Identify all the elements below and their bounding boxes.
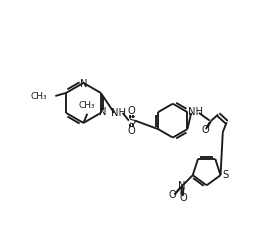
Text: N: N: [99, 107, 107, 117]
Text: O: O: [169, 190, 177, 200]
Text: O: O: [201, 125, 209, 135]
Text: CH₃: CH₃: [31, 92, 48, 101]
Text: N: N: [80, 79, 88, 89]
Text: S: S: [223, 170, 229, 180]
Text: N: N: [178, 181, 186, 191]
Text: NH: NH: [188, 107, 203, 117]
Text: NH: NH: [111, 108, 126, 118]
Text: O: O: [127, 106, 135, 116]
Text: S: S: [128, 116, 136, 126]
Text: O: O: [180, 193, 187, 203]
Text: CH₃: CH₃: [79, 101, 95, 110]
Text: O: O: [127, 126, 135, 136]
